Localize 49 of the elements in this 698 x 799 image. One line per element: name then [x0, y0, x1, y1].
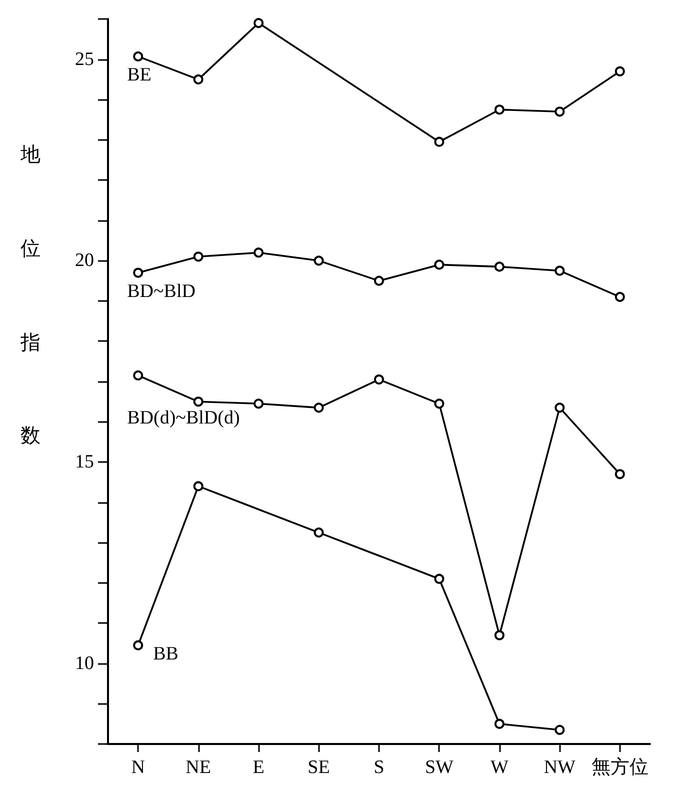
point: [434, 398, 444, 409]
x-tick-label: SW: [424, 757, 454, 778]
series-label: BD~BlD: [127, 280, 196, 302]
point: [133, 51, 144, 62]
point: [374, 276, 384, 286]
point: [614, 292, 625, 302]
point: [434, 136, 444, 147]
point: [494, 262, 504, 272]
point: [614, 66, 625, 76]
point: [193, 396, 204, 407]
series-label: BB: [153, 643, 178, 664]
point: [374, 374, 384, 384]
point: [193, 481, 204, 492]
point: [133, 640, 144, 650]
point: [254, 18, 264, 28]
point: [494, 104, 504, 115]
point: [133, 370, 144, 380]
x-tick-label: N: [131, 757, 146, 778]
point: [554, 266, 565, 276]
point: [494, 718, 504, 729]
y-tick-label: 15: [75, 452, 94, 473]
x-tick-label: W: [490, 757, 508, 778]
point: [314, 402, 324, 413]
point: [314, 256, 324, 266]
point: [434, 260, 444, 270]
y-axis-title: 地位指数: [19, 128, 41, 504]
y-tick-label: 10: [75, 652, 94, 674]
point: [434, 574, 444, 584]
point: [254, 248, 264, 258]
x-tick-label: E: [252, 757, 264, 778]
point: [554, 724, 565, 735]
point: [554, 106, 565, 117]
point: [314, 528, 324, 538]
point: [193, 252, 204, 262]
point: [254, 398, 264, 409]
point: [554, 402, 565, 413]
x-tick-label: 無方位: [591, 756, 648, 778]
point: [614, 469, 625, 480]
x-tick-label: NW: [544, 757, 576, 778]
series-label: BD(d)~BlD(d): [127, 407, 240, 428]
x-tick-label: NE: [186, 757, 211, 778]
x-tick-label: SE: [308, 757, 330, 778]
x-tick-label: S: [374, 757, 384, 778]
y-tick-label: 20: [75, 250, 94, 272]
point: [133, 268, 144, 278]
y-tick-label: 25: [75, 48, 94, 70]
point: [193, 74, 204, 84]
point: [494, 630, 504, 640]
series-label: BE: [127, 64, 152, 86]
